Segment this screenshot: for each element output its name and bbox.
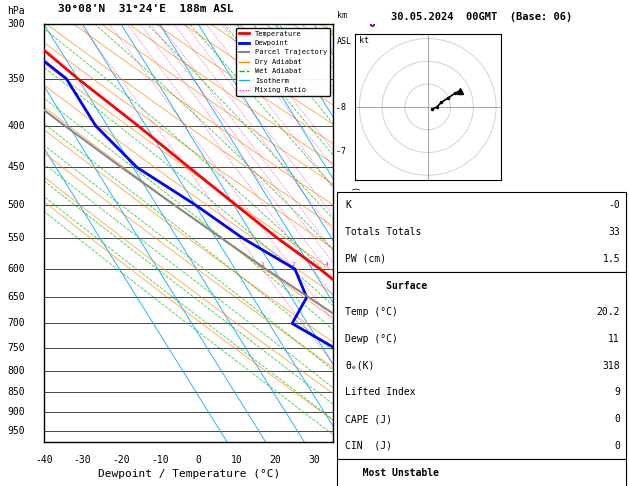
Text: 800: 800 [8, 365, 25, 376]
Text: 0: 0 [614, 441, 620, 451]
Text: 10: 10 [231, 455, 243, 465]
Text: 3: 3 [311, 262, 314, 267]
Text: 950: 950 [8, 426, 25, 436]
Text: Dewpoint / Temperature (°C): Dewpoint / Temperature (°C) [97, 469, 280, 479]
Text: 11: 11 [608, 334, 620, 344]
Text: Totals Totals: Totals Totals [345, 227, 421, 237]
Text: CIN  (J): CIN (J) [345, 441, 392, 451]
Text: Temp (°C): Temp (°C) [345, 307, 398, 317]
Text: hPa: hPa [8, 6, 25, 16]
Text: 2: 2 [340, 362, 345, 371]
Text: K: K [345, 200, 351, 210]
Text: Most Unstable: Most Unstable [345, 468, 439, 478]
Text: 4: 4 [340, 276, 345, 285]
Text: 1: 1 [260, 262, 264, 267]
Text: 33: 33 [608, 227, 620, 237]
Text: 6: 6 [340, 193, 345, 202]
Text: -10: -10 [151, 455, 169, 465]
Bar [337, 272, 626, 459]
Text: 318: 318 [603, 361, 620, 371]
Text: CAPE (J): CAPE (J) [345, 414, 392, 424]
Text: -40: -40 [35, 455, 53, 465]
Text: 7: 7 [340, 147, 345, 156]
Text: 750: 750 [8, 343, 25, 353]
Text: Lifted Index: Lifted Index [345, 387, 416, 398]
Text: 900: 900 [8, 407, 25, 417]
Text: 30°08'N  31°24'E  188m ASL: 30°08'N 31°24'E 188m ASL [57, 4, 233, 14]
Text: PW (cm): PW (cm) [345, 254, 386, 264]
Text: 8: 8 [340, 103, 345, 112]
Text: 650: 650 [8, 292, 25, 302]
Text: 700: 700 [8, 318, 25, 329]
Text: 0: 0 [614, 414, 620, 424]
Text: 450: 450 [8, 162, 25, 173]
Text: 20: 20 [270, 455, 281, 465]
Text: -30: -30 [74, 455, 91, 465]
Text: 300: 300 [8, 19, 25, 29]
Text: LCL: LCL [337, 396, 352, 405]
Bar [337, 192, 626, 272]
Text: km: km [337, 11, 347, 20]
Text: 1.5: 1.5 [603, 254, 620, 264]
Text: 1: 1 [340, 408, 345, 417]
Bar [337, 459, 626, 486]
Text: 4: 4 [325, 262, 328, 267]
Text: 30: 30 [308, 455, 320, 465]
Text: 350: 350 [8, 74, 25, 84]
Text: ASL: ASL [337, 37, 352, 46]
Text: -0: -0 [608, 200, 620, 210]
Text: 400: 400 [8, 121, 25, 131]
Text: 5: 5 [340, 234, 345, 243]
Text: Mixing Ratio (g/kg): Mixing Ratio (g/kg) [353, 186, 362, 281]
Text: 2: 2 [291, 262, 295, 267]
Text: Surface: Surface [345, 280, 428, 291]
Text: kt: kt [359, 36, 369, 45]
Text: 0: 0 [196, 455, 201, 465]
Text: -20: -20 [113, 455, 130, 465]
Text: θₑ(K): θₑ(K) [345, 361, 375, 371]
Text: 550: 550 [8, 233, 25, 243]
Text: 20.2: 20.2 [596, 307, 620, 317]
Text: 30.05.2024  00GMT  (Base: 06): 30.05.2024 00GMT (Base: 06) [391, 12, 572, 22]
Text: Dewp (°C): Dewp (°C) [345, 334, 398, 344]
Text: 500: 500 [8, 200, 25, 209]
Legend: Temperature, Dewpoint, Parcel Trajectory, Dry Adiabat, Wet Adiabat, Isotherm, Mi: Temperature, Dewpoint, Parcel Trajectory… [236, 28, 330, 96]
Text: 9: 9 [614, 387, 620, 398]
Text: 600: 600 [8, 264, 25, 274]
Text: 850: 850 [8, 387, 25, 397]
Text: 3: 3 [340, 319, 345, 328]
